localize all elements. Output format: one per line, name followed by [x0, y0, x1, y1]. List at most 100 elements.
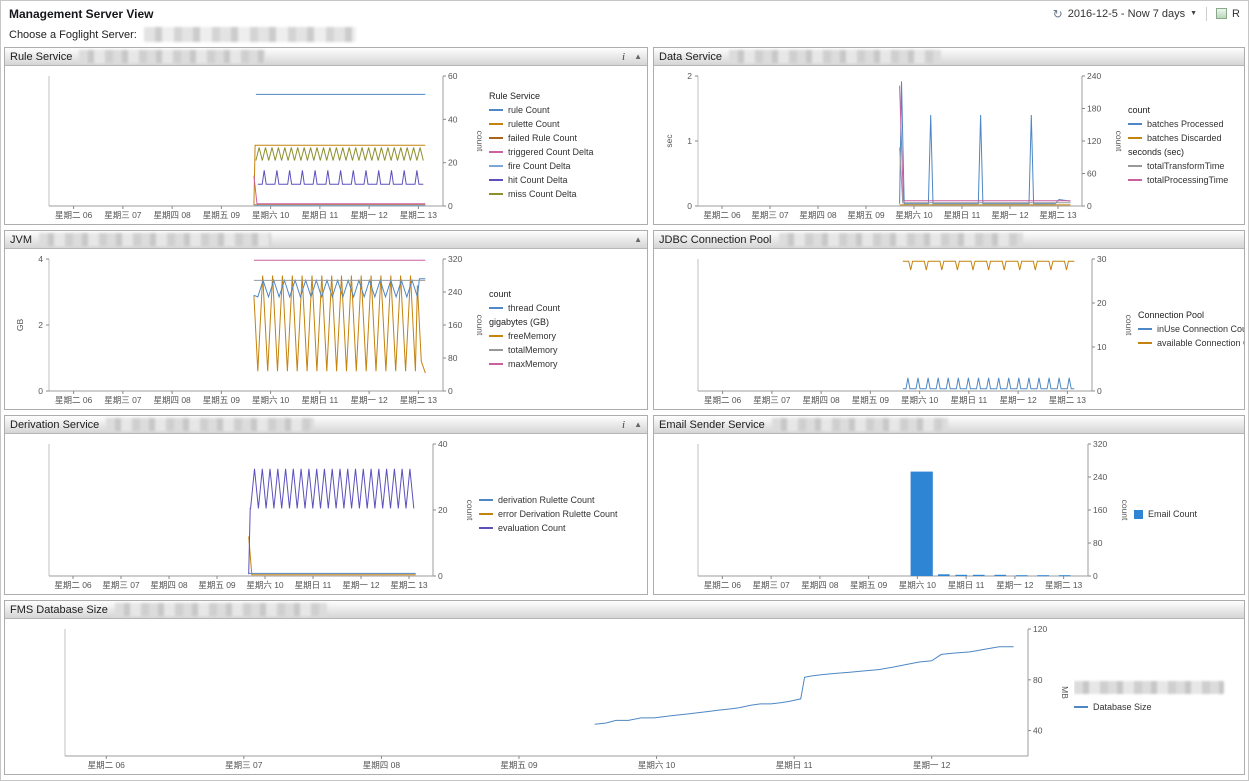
email-chart: 0 80 160 240 320 count 星期二 06 星期三 07 星期四 08 星期五 0…: [697, 439, 1130, 590]
panel-title-fms: FMS Database Size: [10, 603, 108, 616]
panel-header-rule-service: Rule Service i ▲: [5, 48, 647, 66]
legend-item: triggered Count Delta: [489, 147, 645, 157]
svg-text:180: 180: [1087, 104, 1101, 114]
svg-text:count: count: [475, 131, 485, 152]
legend-label: inUse Connection Count: [1157, 324, 1244, 334]
redacted-text: [728, 50, 941, 63]
collapse-icon[interactable]: ▲: [634, 235, 642, 244]
svg-text:星期一 12: 星期一 12: [999, 395, 1037, 405]
svg-text:星期四 08: 星期四 08: [801, 580, 839, 590]
svg-text:sec: sec: [664, 134, 674, 148]
foglight-server-select[interactable]: [143, 27, 356, 42]
legend-label: maxMemory: [508, 359, 558, 369]
svg-text:星期一 12: 星期一 12: [342, 580, 380, 590]
reports-label[interactable]: R: [1232, 7, 1240, 20]
svg-text:星期三 07: 星期三 07: [751, 210, 789, 220]
panel-derivation-service: Derivation Service i ▲ 0 20 40 count 星期二 06 星…: [4, 415, 648, 595]
svg-text:星期三 07: 星期三 07: [104, 395, 142, 405]
svg-text:MB: MB: [1060, 686, 1070, 699]
chevron-down-icon[interactable]: ▼: [1190, 10, 1198, 17]
legend-label: Database Size: [1093, 702, 1152, 712]
collapse-icon[interactable]: ▲: [634, 52, 642, 61]
svg-text:count: count: [475, 315, 485, 336]
redacted-text: [778, 233, 1023, 246]
jdbc-body: 0 10 20 30 count 星期二 06 星期三 07 星期四 08 星期五 09 星期六 …: [654, 249, 1244, 409]
derivation-legend: derivation Rulette Count error Derivation…: [479, 434, 647, 594]
svg-text:40: 40: [1033, 726, 1043, 736]
svg-text:星期四 08: 星期四 08: [363, 760, 401, 770]
collapse-icon[interactable]: ▲: [634, 420, 642, 429]
legend-item: batches Discarded: [1128, 133, 1242, 143]
redacted-text: [771, 418, 948, 431]
svg-text:星期日 11: 星期日 11: [944, 210, 981, 220]
svg-text:星期日 11: 星期日 11: [948, 580, 985, 590]
svg-text:星期四 08: 星期四 08: [153, 395, 191, 405]
legend-item: evaluation Count: [479, 523, 645, 533]
legend-group-header: gigabytes (GB): [489, 317, 550, 327]
svg-text:星期六 10: 星期六 10: [895, 210, 933, 220]
top-bar: Management Server View ↻ 2016-12-5 - Now…: [1, 1, 1248, 26]
panel-title-rule-service: Rule Service: [10, 50, 73, 63]
legend-item: totalProcessingTime: [1128, 175, 1242, 185]
panel-header-jdbc: JDBC Connection Pool: [654, 231, 1244, 249]
time-range-selector[interactable]: 2016-12-5 - Now 7 days: [1067, 7, 1186, 20]
legend-label: hit Count Delta: [508, 175, 568, 185]
legend-item: Email Count: [1134, 509, 1242, 519]
svg-text:GB: GB: [15, 319, 25, 332]
legend-line-marker: [1138, 328, 1152, 330]
svg-text:40: 40: [438, 439, 448, 449]
svg-text:星期二 06: 星期二 06: [55, 210, 93, 220]
svg-text:1: 1: [687, 136, 692, 146]
legend-item: derivation Rulette Count: [479, 495, 645, 505]
jvm-legend: count thread Count gigabytes (GB) freeMemor…: [489, 249, 647, 409]
svg-text:星期六 10: 星期六 10: [901, 395, 939, 405]
svg-text:星期三 07: 星期三 07: [225, 760, 263, 770]
svg-text:星期六 10: 星期六 10: [252, 210, 290, 220]
svg-text:星期二 13: 星期二 13: [1049, 395, 1087, 405]
legend-item: freeMemory: [489, 331, 645, 341]
svg-text:星期三 07: 星期三 07: [104, 210, 142, 220]
svg-text:0: 0: [687, 201, 692, 211]
reports-icon[interactable]: [1216, 8, 1228, 19]
legend-line-marker: [489, 137, 503, 139]
legend-group-header: count: [489, 289, 512, 299]
svg-text:0: 0: [38, 386, 43, 396]
rule-service-body: 0 20 40 60 count 星期二 06 星期三 07 星期四 08 星期五 09 星期六 …: [5, 66, 647, 224]
legend-item: maxMemory: [489, 359, 645, 369]
legend-line-marker: [1074, 706, 1088, 708]
info-icon[interactable]: i: [622, 50, 626, 63]
svg-text:星期五 09: 星期五 09: [198, 580, 236, 590]
legend-line-marker: [489, 193, 503, 195]
refresh-icon[interactable]: ↻: [1052, 6, 1063, 21]
svg-text:星期五 09: 星期五 09: [203, 395, 241, 405]
legend-line-marker: [489, 335, 503, 337]
legend-line-marker: [489, 151, 503, 153]
svg-text:星期六 10: 星期六 10: [638, 760, 676, 770]
svg-text:星期六 10: 星期六 10: [246, 580, 284, 590]
legend-line-marker: [1128, 165, 1142, 167]
legend-line-marker: [479, 527, 493, 529]
svg-text:星期日 11: 星期日 11: [302, 210, 339, 220]
panel-header-data-service: Data Service: [654, 48, 1244, 66]
legend-label: evaluation Count: [498, 523, 566, 533]
legend-item: error Derivation Rulette Count: [479, 509, 645, 519]
info-icon[interactable]: i: [622, 418, 626, 431]
legend-label: totalTransformTime: [1147, 161, 1225, 171]
legend-item: totalMemory: [489, 345, 645, 355]
rule-service-legend: Rule Service rule Count rulette Count faile…: [489, 66, 647, 224]
legend-item: miss Count Delta: [489, 189, 645, 199]
legend-item: fire Count Delta: [489, 161, 645, 171]
svg-text:星期六 10: 星期六 10: [252, 395, 290, 405]
svg-text:0: 0: [1087, 201, 1092, 211]
email-legend: Email Count: [1134, 434, 1244, 594]
svg-text:星期二 13: 星期二 13: [1045, 580, 1083, 590]
fms-legend-items: Database Size: [1074, 702, 1242, 712]
legend-line-marker: [479, 513, 493, 515]
svg-text:120: 120: [1033, 624, 1047, 634]
svg-text:60: 60: [1087, 169, 1097, 179]
fms-chart: 40 80 120 MB 星期二 06 星期三 07 星期四 08 星期五 09 星期六 10 星…: [64, 624, 1070, 770]
panel-title-email: Email Sender Service: [659, 418, 765, 431]
svg-text:20: 20: [448, 158, 458, 168]
legend-label: totalMemory: [508, 345, 558, 355]
legend-item: rulette Count: [489, 119, 645, 129]
